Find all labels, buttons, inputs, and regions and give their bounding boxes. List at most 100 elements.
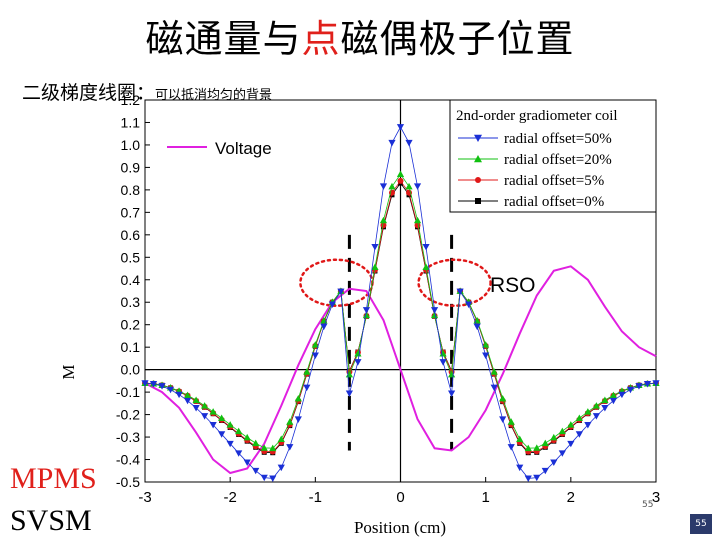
- series-point-offset20: [516, 435, 524, 442]
- series-point-offset50: [567, 440, 575, 448]
- series-point-offset20: [303, 368, 311, 375]
- series-point-offset50: [405, 139, 413, 147]
- series-point-offset50: [643, 380, 652, 388]
- series-point-offset20: [260, 444, 268, 451]
- y-tick-label: 0.6: [121, 227, 141, 243]
- series-point-offset50: [618, 391, 626, 399]
- y-tick-label: -0.1: [116, 384, 140, 400]
- legend-label-offset20: radial offset=20%: [504, 152, 612, 168]
- series-point-offset50: [465, 301, 473, 308]
- series-point-offset20: [252, 439, 260, 447]
- series-point-offset20: [567, 421, 575, 428]
- series-point-offset20: [550, 433, 558, 441]
- series-point-offset50: [294, 416, 302, 423]
- series-point-offset50: [635, 383, 643, 390]
- series-point-offset50: [448, 390, 456, 398]
- series-point-offset20: [371, 263, 379, 271]
- series-point-offset50: [379, 183, 388, 190]
- y-tick-label: 1.1: [121, 114, 141, 130]
- series-point-offset50: [252, 467, 260, 475]
- series-point-offset50: [626, 386, 635, 394]
- series-point-offset50: [482, 352, 490, 359]
- series-point-offset20: [235, 427, 243, 435]
- series-point-offset20: [482, 341, 490, 348]
- series-point-offset50: [584, 421, 592, 429]
- series-point-offset50: [558, 450, 566, 457]
- series-point-offset50: [575, 431, 583, 438]
- series-point-offset50: [183, 397, 192, 405]
- series-point-offset20: [218, 414, 226, 422]
- series-point-offset20: [243, 433, 251, 441]
- series-point-offset20: [413, 216, 422, 224]
- x-tick-label: -2: [223, 489, 236, 506]
- series-point-offset50: [541, 467, 549, 475]
- series-point-offset50: [269, 475, 277, 482]
- series-point-offset20: [269, 444, 277, 452]
- slide-title: 磁通量与点磁偶极子位置: [0, 8, 720, 63]
- series-point-offset20: [192, 396, 200, 404]
- x-tick-label: 2: [567, 489, 575, 506]
- small-slide-number: 55: [642, 500, 654, 510]
- series-point-offset50: [601, 405, 609, 412]
- series-point-offset50: [303, 384, 311, 392]
- rso-label: RSO: [490, 274, 536, 297]
- series-point-offset20: [584, 408, 592, 415]
- series-point-offset50: [320, 323, 328, 331]
- series-point-offset50: [396, 124, 405, 131]
- series-point-offset20: [430, 311, 439, 319]
- series-point-offset20: [541, 439, 549, 447]
- series-point-offset5: [397, 177, 404, 184]
- series-point-offset20: [405, 182, 413, 190]
- x-axis-label: Position (cm): [354, 518, 446, 537]
- series-point-offset20: [311, 341, 319, 348]
- y-tick-label: 0.7: [121, 204, 141, 220]
- series-point-offset20: [209, 408, 217, 415]
- subtitle-note: 可以抵消均匀的背景: [155, 88, 273, 103]
- series-point-offset50: [499, 416, 507, 423]
- series-point-offset50: [311, 352, 319, 359]
- legend-label-offset5: radial offset=5%: [504, 173, 604, 189]
- legend-marker-offset50: [474, 134, 482, 142]
- y-tick-label: 1.2: [121, 92, 141, 108]
- series-point-offset20: [490, 368, 498, 375]
- series-point-offset50: [277, 464, 285, 472]
- series-point-offset20: [609, 391, 618, 399]
- series-point-offset50: [158, 383, 166, 390]
- series-point-offset20: [601, 396, 609, 404]
- page-number: 55: [690, 514, 712, 534]
- series-point-offset50: [260, 474, 268, 482]
- series-point-offset20: [183, 391, 192, 399]
- chart-curves: [141, 124, 660, 482]
- slide-subtitle: 二级梯度线圈：可以抵消均匀的背景: [22, 78, 272, 105]
- series-point-offset20: [575, 414, 583, 422]
- series-point-offset50: [473, 323, 481, 331]
- series-point-offset20: [388, 182, 396, 190]
- series-point-offset50: [388, 139, 396, 147]
- series-point-offset50: [192, 405, 200, 412]
- y-tick-label: 0.5: [121, 249, 141, 265]
- series-point-offset50: [507, 444, 515, 451]
- y-axis-label: M: [59, 364, 78, 379]
- series-point-offset20: [362, 311, 371, 319]
- series-point-offset50: [533, 474, 541, 482]
- rso-guides: [299, 234, 492, 451]
- series-point-offset50: [362, 307, 371, 314]
- series-point-offset20: [396, 170, 405, 178]
- series-point-offset50: [337, 288, 345, 296]
- series-point-offset20: [354, 350, 362, 357]
- y-tick-label: 0.9: [121, 159, 141, 175]
- title-highlight: 点: [301, 17, 341, 61]
- series-point-offset50: [439, 359, 447, 366]
- x-tick-label: -1: [309, 489, 322, 506]
- y-tick-label: -0.4: [116, 452, 140, 468]
- series-point-offset50: [226, 440, 234, 448]
- y-tick-label: 0.4: [121, 272, 141, 288]
- x-tick-label: -3: [138, 489, 151, 506]
- series-point-offset50: [516, 464, 524, 472]
- x-tick-label: 0: [396, 489, 404, 506]
- legend-label-offset0: radial offset=0%: [504, 194, 604, 210]
- series-point-offset50: [371, 243, 379, 251]
- voltage-curve: [144, 265, 657, 475]
- chart-legend: Voltage 2nd-order gradiometer coil radial …: [167, 99, 657, 213]
